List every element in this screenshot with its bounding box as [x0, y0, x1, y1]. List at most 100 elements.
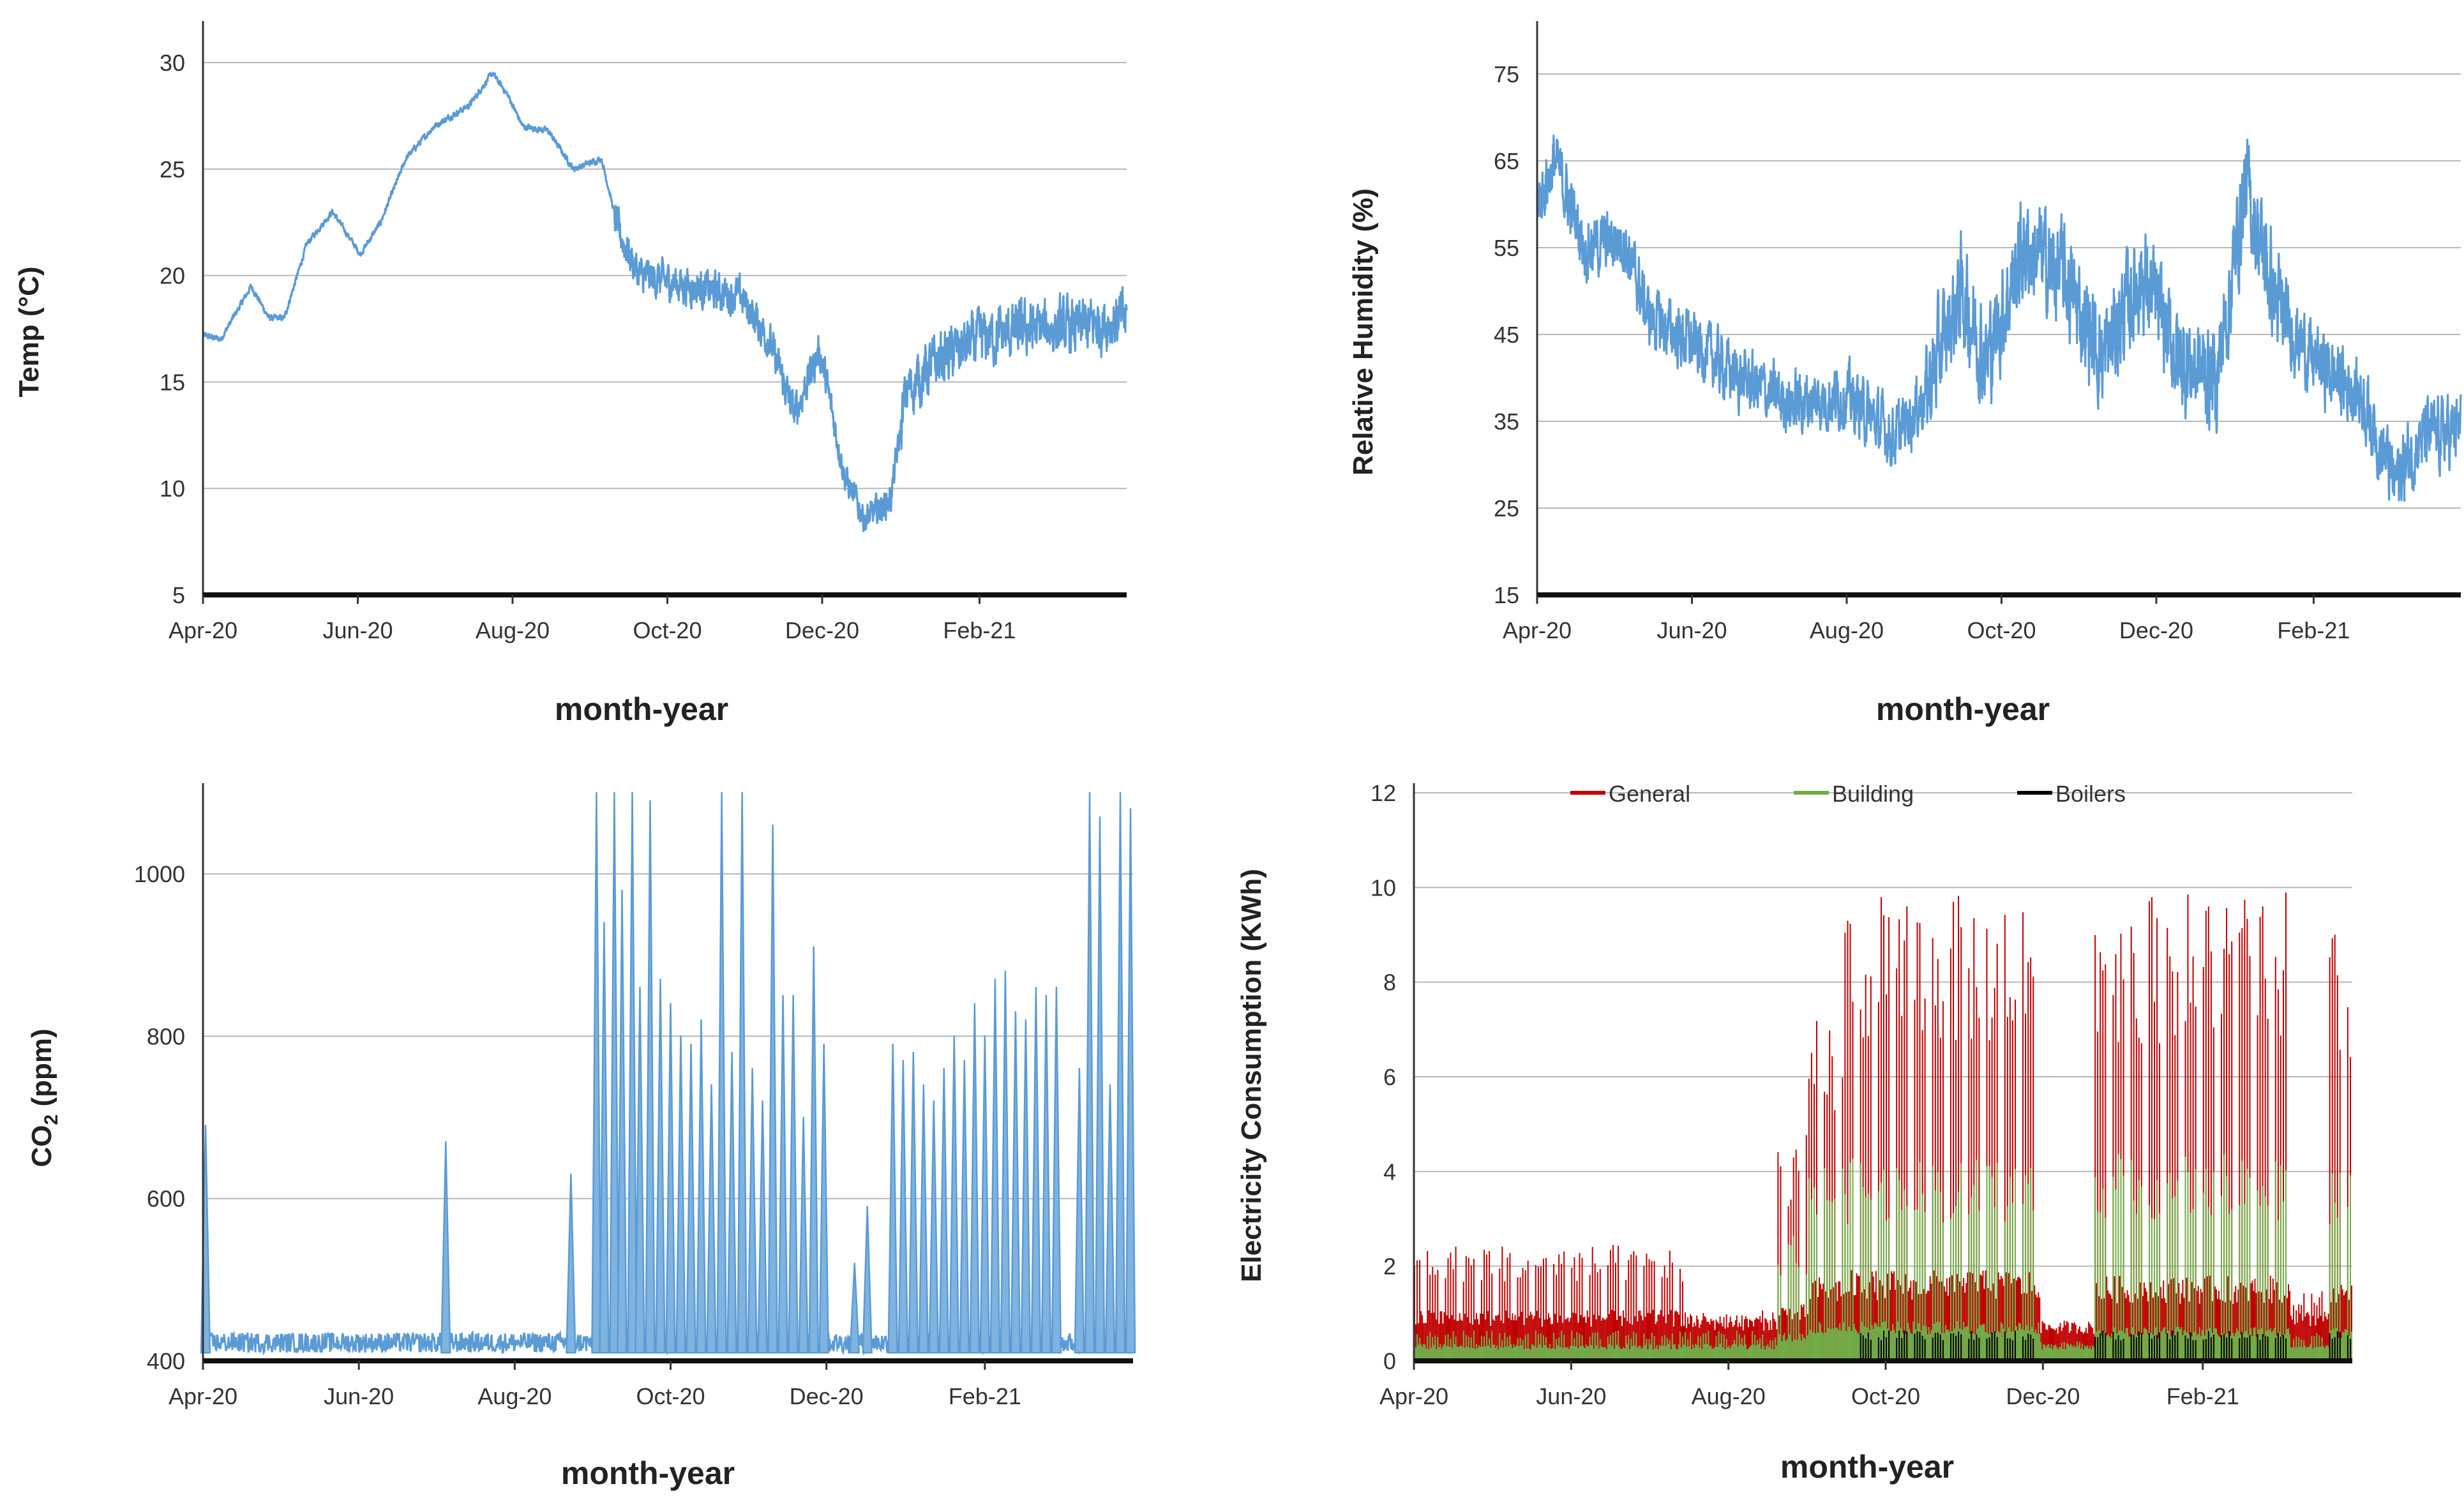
electricity-bar-general: [1600, 1320, 1602, 1361]
electricity-bar-building: [1466, 1346, 1468, 1361]
electricity-bar-building: [1618, 1330, 1619, 1361]
electricity-bar-building: [1649, 1344, 1651, 1361]
electricity-bar-boilers: [2100, 1333, 2101, 1361]
electricity-bar-building: [2227, 1333, 2229, 1361]
electricity-bar-building: [2112, 1176, 2114, 1361]
electricity-bar-general: [2055, 1328, 2057, 1361]
electricity-bar-building: [2188, 1334, 2190, 1361]
electricity-bar-general: [2024, 1293, 2025, 1361]
electricity-bar-general: [1692, 1327, 1694, 1361]
electricity-bar-building: [1907, 1323, 1909, 1361]
electricity-bar-building: [1925, 1326, 1927, 1361]
electricity-bar-building: [1796, 1340, 1798, 1361]
electricity-bar-building: [1948, 1330, 1949, 1361]
electricity-bar-general: [1923, 1289, 1925, 1361]
electricity-bar-boilers: [2120, 1340, 2122, 1361]
electricity-bar-general: [2290, 1316, 2292, 1361]
electricity-bar-general: [1593, 1314, 1595, 1361]
electricity-bar-general: [1670, 1310, 1672, 1361]
electricity-bar-general: [2240, 1282, 2242, 1361]
electricity-bar-general: [1598, 1316, 1600, 1361]
electricity-bar-building: [2068, 1346, 2070, 1361]
electricity-bar-general: [1671, 1263, 1673, 1361]
electricity-bar-building: [1743, 1335, 1745, 1361]
humidity-y-tick-label: 35: [1494, 409, 1519, 435]
electricity-bar-building: [2170, 1336, 2172, 1361]
electricity-bar-general: [1930, 1284, 1932, 1361]
electricity-bar-building: [1789, 1334, 1791, 1361]
electricity-bar-general: [2119, 1276, 2121, 1361]
electricity-bar-general: [1893, 1271, 1895, 1361]
electricity-bar-building: [1951, 1331, 1953, 1361]
electricity-bar-general: [1514, 1315, 1516, 1361]
electricity-bar-building: [1563, 1335, 1565, 1361]
electricity-bar-general: [1559, 1315, 1561, 1361]
electricity-bar-general: [1821, 1289, 1823, 1361]
electricity-bar-building: [1870, 1199, 1872, 1361]
electricity-bar-building: [1501, 1340, 1503, 1361]
electricity-bar-general: [2106, 1276, 2108, 1361]
electricity-bar-building: [1950, 1218, 1951, 1361]
electricity-bar-building: [1824, 1167, 1826, 1361]
electricity-bar-building: [1755, 1346, 1757, 1361]
electricity-bar-general: [2292, 1319, 2294, 1361]
electricity-bar-boilers: [1958, 1331, 1960, 1361]
electricity-bar-general: [1719, 1316, 1721, 1361]
electricity-bar-general: [1420, 1311, 1422, 1361]
electricity-bar-general: [2020, 1279, 2021, 1361]
electricity-bar-boilers: [1960, 1334, 1962, 1361]
electricity-bar-building: [2122, 1176, 2124, 1361]
electricity-bar-building: [1839, 1323, 1841, 1361]
electricity-bar-general: [2218, 1291, 2220, 1361]
electricity-bar-building: [1434, 1335, 1436, 1361]
electricity-bar-building: [2211, 1333, 2213, 1361]
electricity-bar-building: [1888, 1217, 1890, 1361]
electricity-bar-building: [2128, 1337, 2130, 1361]
electricity-bar-building: [1620, 1349, 1622, 1361]
electricity-bar-general: [2326, 1319, 2328, 1361]
electricity-bar-general: [2308, 1315, 2310, 1361]
electricity-bar-building: [2098, 1330, 2100, 1361]
electricity-bar-building: [1436, 1349, 1438, 1361]
electricity-bar-building: [2107, 1334, 2109, 1361]
electricity-bar-building: [2251, 1336, 2253, 1361]
electricity-bar-general: [1655, 1324, 1656, 1361]
electricity-bar-building: [1562, 1347, 1564, 1361]
electricity-bar-general: [1596, 1272, 1598, 1361]
electricity-bar-building: [1875, 1323, 1877, 1361]
electricity-bar-building: [1577, 1348, 1579, 1361]
electricity-bar-building: [1552, 1348, 1554, 1361]
electricity-bar-building: [1688, 1346, 1690, 1361]
electricity-bar-general: [1460, 1319, 1462, 1361]
electricity-bar-general: [1932, 938, 1934, 1361]
electricity-bar-building: [1927, 1334, 1928, 1361]
electricity-bar-general: [1887, 1273, 1889, 1361]
electricity-bar-building: [1566, 1347, 1568, 1361]
electricity-bar-building: [1437, 1337, 1439, 1361]
electricity-bar-building: [1559, 1347, 1561, 1361]
electricity-bar-general: [1974, 1282, 1976, 1361]
electricity-bar-general: [1847, 920, 1849, 1361]
electricity-bar-building: [2030, 1167, 2032, 1361]
electricity-bar-general: [1957, 1274, 1958, 1361]
electricity-bar-building: [1682, 1336, 1683, 1361]
electricity-bar-boilers: [1978, 1338, 1980, 1361]
electricity-bar-building: [1697, 1335, 1699, 1361]
electricity-bar-general: [1510, 1320, 1512, 1361]
electricity-bar-building: [1978, 1210, 1980, 1361]
electricity-bar-building: [1459, 1346, 1461, 1361]
electricity-bar-building: [2119, 1330, 2121, 1361]
electricity-bar-general: [1865, 974, 1867, 1361]
electricity-bar-building: [2160, 1331, 2162, 1361]
electricity-bar-building: [2299, 1347, 2301, 1361]
electricity-bar-building: [1582, 1346, 1584, 1361]
electricity-bar-general: [1973, 918, 1975, 1361]
electricity-bar-building: [1567, 1346, 1569, 1361]
electricity-bar-general: [2274, 957, 2276, 1361]
electricity-bar-general: [1574, 1257, 1575, 1361]
electricity-bar-building: [2091, 1349, 2092, 1361]
electricity-bar-building: [1837, 1328, 1838, 1361]
electricity-bar-building: [1612, 1333, 1614, 1361]
electricity-bar-building: [2163, 1328, 2165, 1361]
